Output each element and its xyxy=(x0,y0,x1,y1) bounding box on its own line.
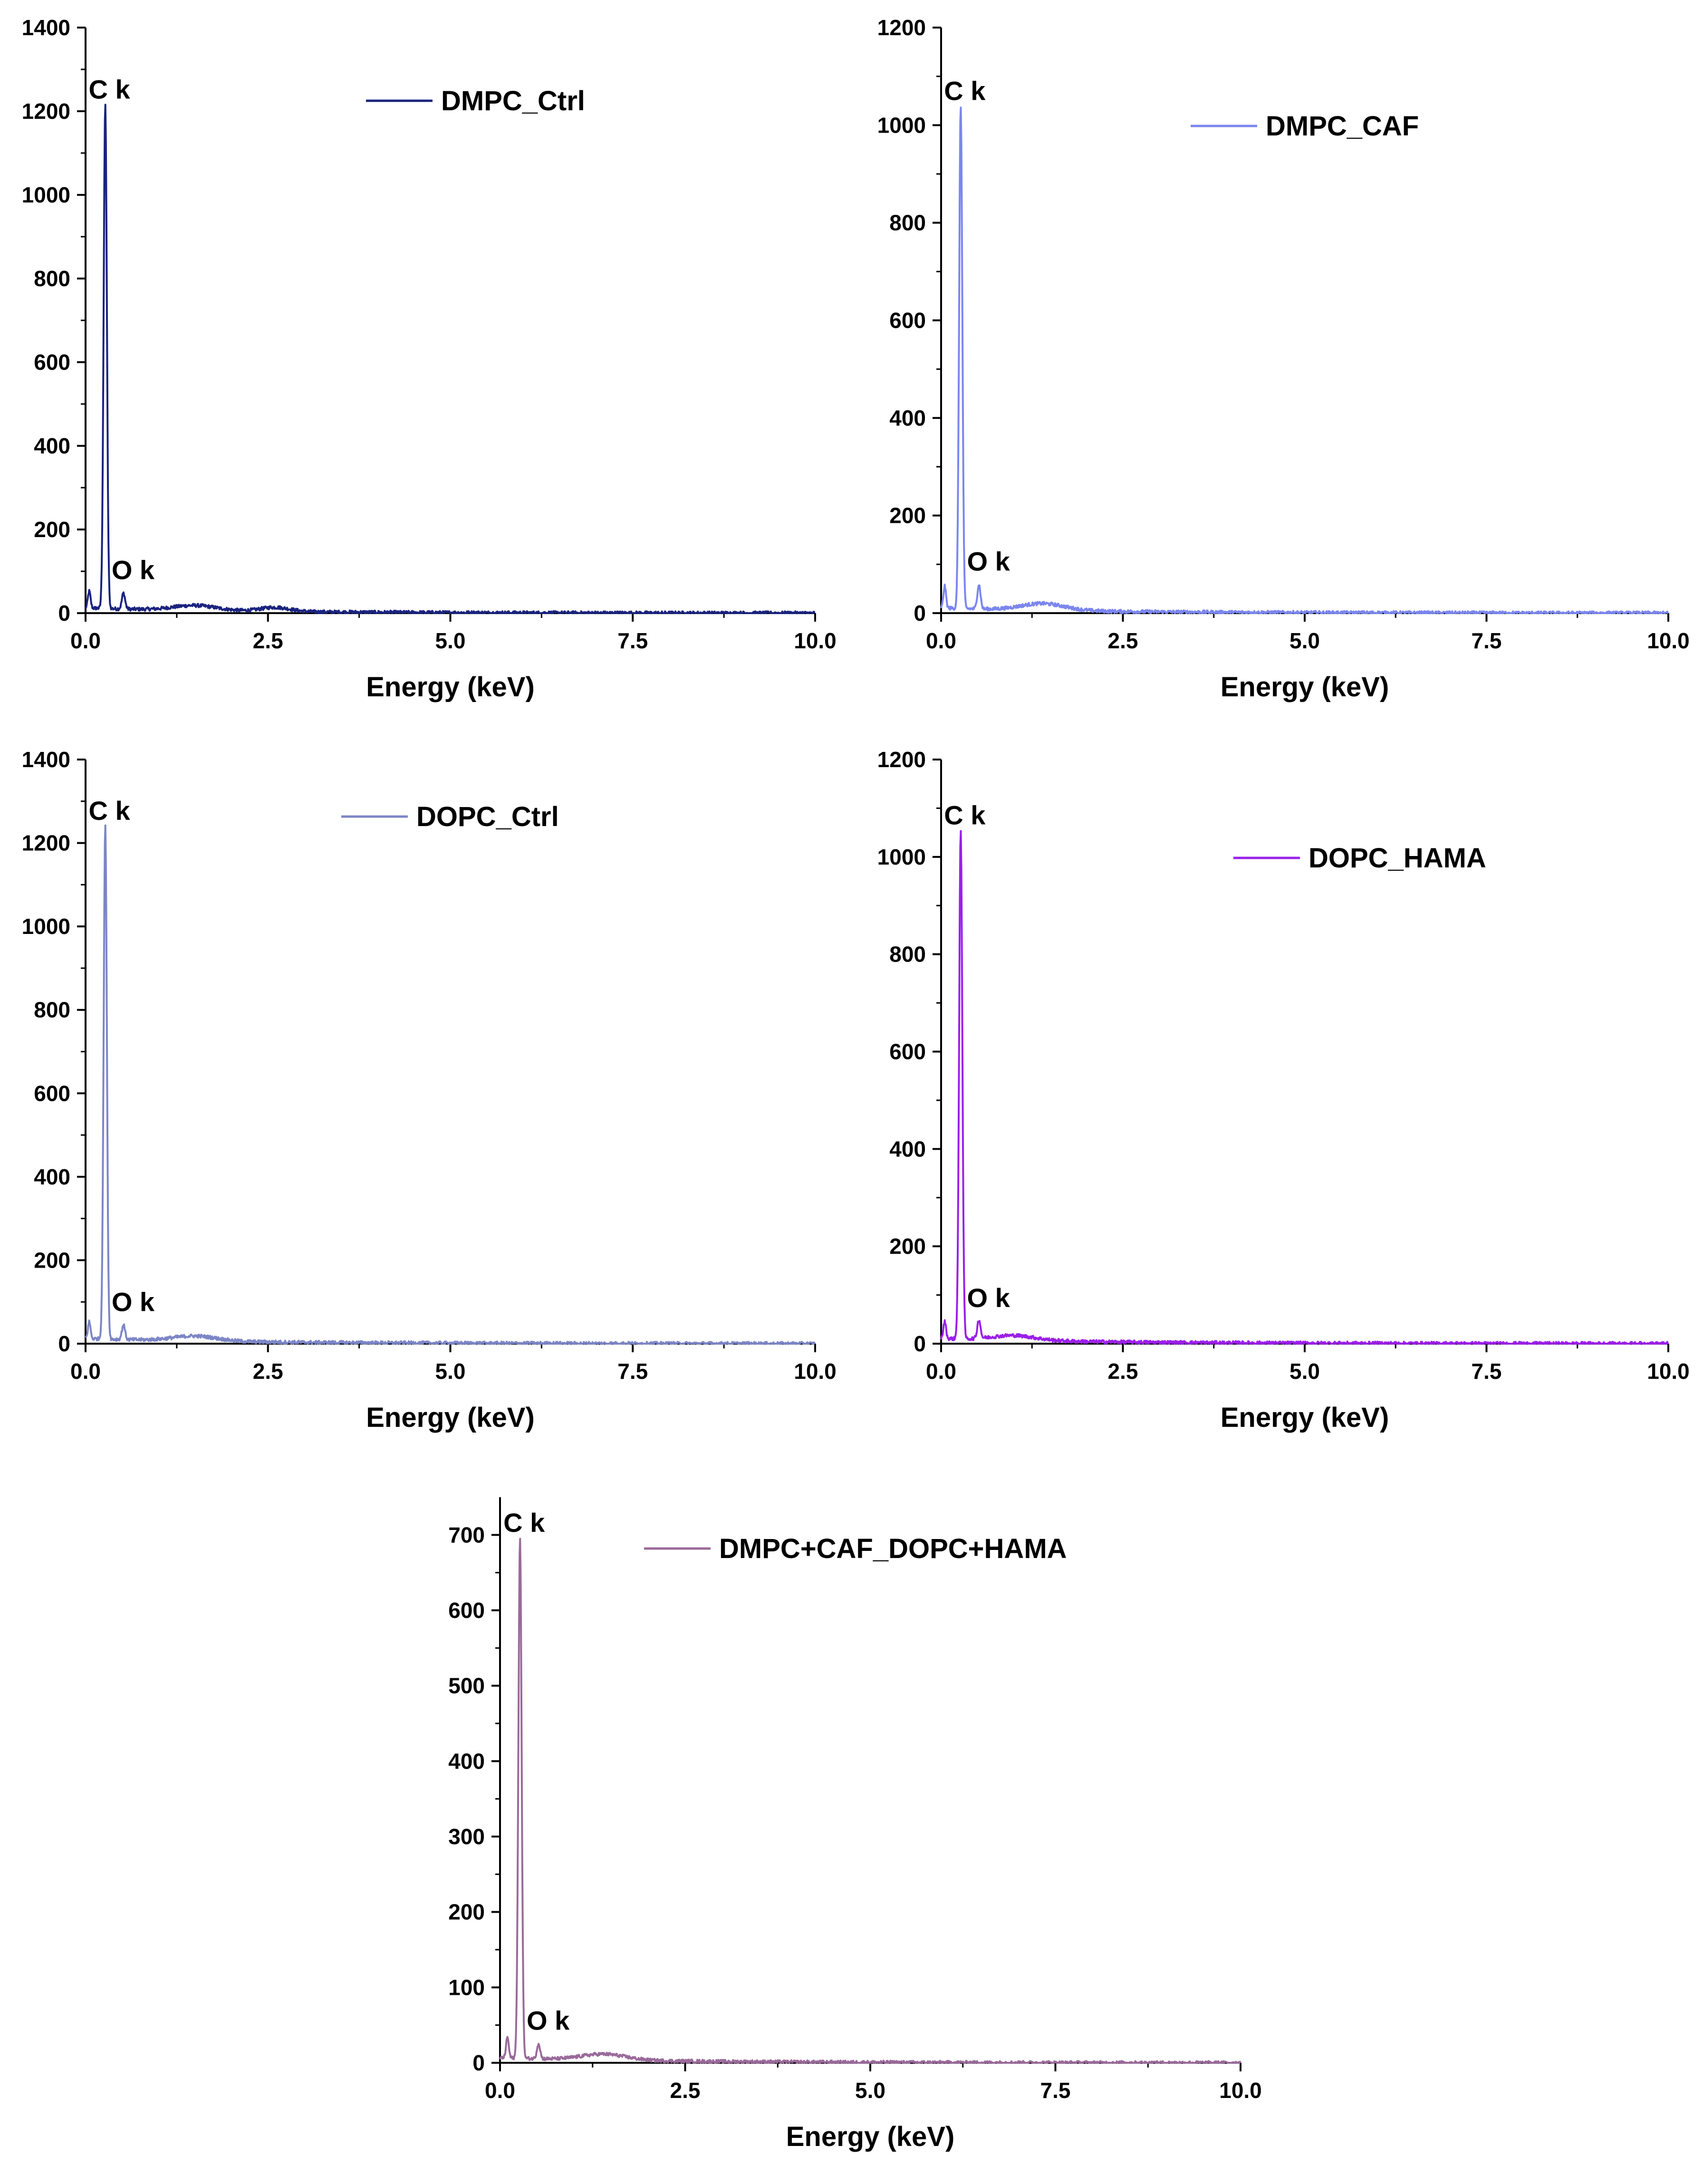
spectrum-line xyxy=(940,106,1669,614)
legend-label: DMPC_CAF xyxy=(1266,111,1419,142)
y-tick-label: 1200 xyxy=(22,831,70,856)
y-tick-label: 200 xyxy=(34,1248,70,1272)
x-tick-label: 2.5 xyxy=(253,628,283,653)
x-tick-label: 0.0 xyxy=(485,2078,515,2103)
y-tick-label: 700 xyxy=(448,1522,485,1547)
y-tick-label: 500 xyxy=(448,1674,485,1698)
y-tick-label: 1000 xyxy=(877,845,926,869)
y-tick-label: 0 xyxy=(58,1331,70,1356)
x-tick-label: 2.5 xyxy=(670,2078,701,2103)
peak-label: O k xyxy=(112,1287,155,1317)
x-tick-label: 7.5 xyxy=(1472,628,1502,653)
x-axis-title: Energy (keV) xyxy=(366,1402,535,1433)
chart-panel-4: 0 200 400 600 800 1000 1200 0.0 2.5 5.0 7.5 10.0 Ene… xyxy=(877,747,1690,1433)
y-tick-label: 400 xyxy=(34,1164,70,1189)
x-axis-title: Energy (keV) xyxy=(786,2121,955,2152)
y-tick-label: 400 xyxy=(448,1749,485,1773)
y-tick-label: 0 xyxy=(914,601,926,625)
x-tick-label: 0.0 xyxy=(926,1359,956,1384)
y-tick-label: 0 xyxy=(58,601,70,625)
x-tick-label: 2.5 xyxy=(253,1359,283,1384)
y-tick-label: 800 xyxy=(889,211,926,235)
x-tick-label: 0.0 xyxy=(70,1359,101,1384)
y-tick-label: 800 xyxy=(34,266,70,291)
x-axis-title: Energy (keV) xyxy=(1221,1402,1389,1433)
y-tick-label: 0 xyxy=(472,2050,485,2075)
x-tick-label: 7.5 xyxy=(617,628,648,653)
y-tick-label: 1200 xyxy=(22,99,70,124)
x-tick-label: 0.0 xyxy=(70,628,101,653)
spectrum-line xyxy=(940,830,1669,1345)
y-tick-label: 1400 xyxy=(22,15,70,40)
peak-label: C k xyxy=(944,800,986,830)
y-tick-label: 1000 xyxy=(22,914,70,939)
y-tick-label: 1000 xyxy=(877,113,926,137)
y-tick-label: 1400 xyxy=(22,747,70,772)
chart-panel-5: 0 100 200 300 400 500 600 700 0.0 2.5 5.0 7.5 10.0 En… xyxy=(448,1497,1262,2152)
x-tick-label: 7.5 xyxy=(617,1359,648,1384)
y-tick-label: 600 xyxy=(34,350,70,375)
y-tick-label: 800 xyxy=(889,942,926,967)
x-tick-label: 5.0 xyxy=(1289,628,1320,653)
y-tick-label: 1000 xyxy=(22,183,70,207)
peak-label: C k xyxy=(944,76,986,106)
y-tick-label: 600 xyxy=(448,1598,485,1623)
peak-label: O k xyxy=(967,547,1010,577)
spectrum-line xyxy=(499,1538,1241,2064)
legend-label: DOPC_HAMA xyxy=(1309,843,1486,874)
y-tick-label: 400 xyxy=(889,405,926,430)
chart-panel-1: 0 200 400 600 800 1000 1200 1400 0.0 2.5 5.0 7.5 10.… xyxy=(22,15,837,702)
y-tick-label: 200 xyxy=(889,503,926,528)
chart-panel-2: 0 200 400 600 800 1000 1200 0.0 2.5 5.0 7.5 10.0 Ene… xyxy=(877,15,1690,702)
peak-label: O k xyxy=(112,555,155,585)
y-tick-label: 800 xyxy=(34,998,70,1022)
y-tick-label: 600 xyxy=(889,1039,926,1064)
peak-label: C k xyxy=(503,1508,545,1538)
x-tick-label: 10.0 xyxy=(794,628,837,653)
y-tick-label: 300 xyxy=(448,1824,485,1849)
x-axis-title: Energy (keV) xyxy=(366,672,535,702)
spectrum-line xyxy=(85,824,816,1345)
y-tick-label: 200 xyxy=(34,517,70,542)
x-tick-label: 10.0 xyxy=(1647,1359,1690,1384)
x-tick-label: 7.5 xyxy=(1472,1359,1502,1384)
x-tick-label: 5.0 xyxy=(435,1359,466,1384)
y-tick-label: 1200 xyxy=(877,15,926,40)
x-tick-label: 2.5 xyxy=(1108,1359,1138,1384)
x-tick-label: 5.0 xyxy=(855,2078,885,2103)
y-tick-label: 1200 xyxy=(877,747,926,772)
peak-label: O k xyxy=(967,1283,1010,1313)
legend-label: DOPC_Ctrl xyxy=(416,801,559,832)
y-tick-label: 100 xyxy=(448,1975,485,2000)
spectrum-line xyxy=(85,104,816,614)
peak-label: O k xyxy=(527,2005,570,2035)
y-tick-label: 200 xyxy=(889,1234,926,1259)
peak-label: C k xyxy=(88,796,130,826)
peak-label: C k xyxy=(88,75,130,105)
y-tick-label: 0 xyxy=(914,1331,926,1356)
x-tick-label: 0.0 xyxy=(926,628,956,653)
y-tick-label: 600 xyxy=(34,1081,70,1106)
x-tick-label: 10.0 xyxy=(1647,628,1690,653)
x-tick-label: 10.0 xyxy=(794,1359,837,1384)
legend-label: DMPC+CAF_DOPC+HAMA xyxy=(719,1533,1067,1564)
x-tick-label: 5.0 xyxy=(435,628,466,653)
chart-panel-3: 0 200 400 600 800 1000 1200 1400 0.0 2.5 5.0 7.5 10.… xyxy=(22,747,837,1433)
legend-label: DMPC_Ctrl xyxy=(441,86,585,116)
y-tick-label: 200 xyxy=(448,1900,485,1924)
x-tick-label: 7.5 xyxy=(1040,2078,1071,2103)
x-tick-label: 2.5 xyxy=(1108,628,1138,653)
x-axis-title: Energy (keV) xyxy=(1221,672,1389,702)
x-tick-label: 10.0 xyxy=(1219,2078,1262,2103)
y-tick-label: 600 xyxy=(889,308,926,333)
x-tick-label: 5.0 xyxy=(1289,1359,1320,1384)
y-tick-label: 400 xyxy=(34,433,70,458)
y-tick-label: 400 xyxy=(889,1136,926,1161)
